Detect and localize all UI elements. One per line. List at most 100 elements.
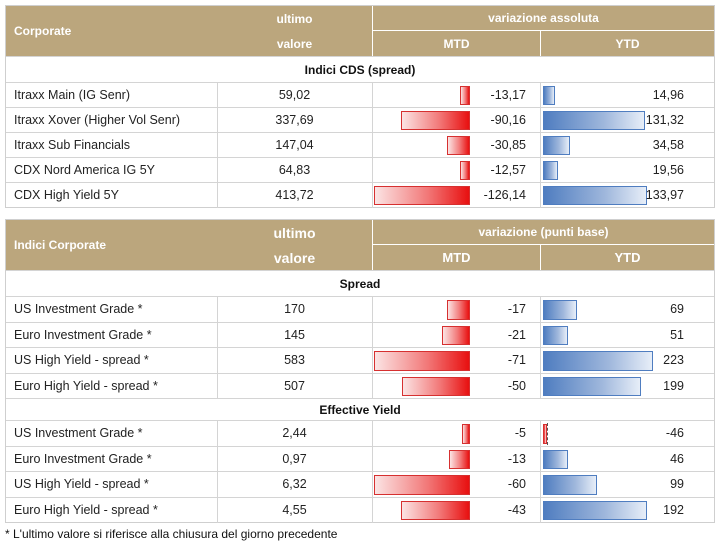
zero-axis-line [546,423,548,445]
row-value: 147,04 [275,138,314,152]
table-header: Corporate ultimo valore variazione assol… [6,6,714,56]
column-divider [540,373,541,399]
footnote: * L'ultimo valore si riferisce alla chiu… [5,527,338,541]
row-label: Euro High Yield - spread * [14,378,158,393]
column-divider [540,446,541,472]
column-divider [540,348,541,374]
section-title: Indici CDS (spread) [6,56,714,82]
column-divider [217,297,218,323]
mtd-value: -60 [507,477,526,492]
mtd-value: -126,14 [483,188,526,202]
ytd-bar [543,424,547,444]
row-label: Euro Investment Grade * [14,327,152,342]
header-value-line2: valore [276,36,313,51]
column-divider [372,183,373,208]
ytd-value: 192 [663,502,684,517]
column-divider [540,158,541,183]
ytd-value: 34,58 [652,138,684,152]
row-label: US Investment Grade * [14,302,143,317]
ytd-value: -46 [665,426,684,441]
row-label: Itraxx Sub Financials [14,138,131,152]
mtd-value: -90,16 [490,113,526,127]
ytd-value: 199 [663,378,684,393]
row-value: 145 [284,327,305,342]
column-divider [217,183,218,208]
column-divider [372,83,373,108]
ytd-bar [543,136,570,155]
row-label: US High Yield - spread * [14,353,149,368]
header-title: Corporate [14,24,72,38]
row-label: Itraxx Xover (Higher Vol Senr) [14,113,181,127]
header-mtd: MTD [372,31,540,56]
ytd-bar [543,161,559,180]
ytd-bar [543,475,597,495]
row-label: US Investment Grade * [14,426,143,441]
mtd-value: -5 [514,426,526,441]
row-value: 0,97 [282,451,307,466]
mtd-value: -21 [507,327,526,342]
row-value: 6,32 [282,477,307,492]
row-label: Itraxx Main (IG Senr) [14,88,130,102]
column-divider [372,158,373,183]
mtd-value: -30,85 [490,138,526,152]
header-title: Indici Corporate [14,238,107,252]
mtd-bar [447,300,470,320]
table-row: US Investment Grade * 2,44 -5 -46 [6,420,714,447]
table-row: Euro Investment Grade * 145 -21 51 [6,321,714,348]
row-value: 64,83 [278,163,311,177]
ytd-bar [543,500,647,520]
row-label: Euro Investment Grade * [14,451,152,466]
table-row: Euro Investment Grade * 0,97 -13 46 [6,445,714,472]
mtd-bar [374,351,470,371]
column-divider [372,108,373,133]
table-row: CDX High Yield 5Y 413,72 -126,14 133,97 [6,182,714,208]
column-divider [372,348,373,374]
header-group-label: variazione (punti base) [372,220,714,245]
mtd-bar [401,500,470,520]
column-divider [217,446,218,472]
header-ytd: YTD [540,245,714,270]
mtd-value: -13,17 [490,88,526,102]
ytd-value: 133,97 [645,188,684,202]
ytd-value: 19,56 [652,163,684,177]
column-divider [217,133,218,158]
column-divider [540,421,541,447]
column-divider [540,297,541,323]
mtd-bar [402,376,470,396]
row-value: 4,55 [282,502,307,517]
table-row: US High Yield - spread * 6,32 -60 99 [6,471,714,498]
row-label: US High Yield - spread * [14,477,149,492]
table-row: Euro High Yield - spread * 507 -50 199 [6,372,714,399]
section-yield-title: Effective Yield [6,398,714,420]
table-row: CDX Nord America IG 5Y 64,83 -12,57 19,56 [6,157,714,183]
ytd-value: 14,96 [652,88,684,102]
row-value: 413,72 [275,188,314,202]
column-divider [372,472,373,498]
mtd-value: -13 [507,451,526,466]
column-divider [217,322,218,348]
column-divider [540,133,541,158]
ytd-value: 223 [663,353,684,368]
ytd-bar [543,376,642,396]
column-divider [540,322,541,348]
row-value: 170 [284,302,305,317]
corporate-table: Indici Corporate ultimo valore variazion… [5,219,715,523]
column-divider [217,158,218,183]
row-value: 583 [284,353,305,368]
ytd-value: 131,32 [645,113,684,127]
mtd-value: -12,57 [490,163,526,177]
ytd-bar [543,351,653,371]
row-value: 337,69 [275,113,314,127]
ytd-value: 69 [670,302,684,317]
table-row: Itraxx Sub Financials 147,04 -30,85 34,58 [6,132,714,158]
column-divider [217,472,218,498]
ytd-bar [543,449,568,469]
row-value: 507 [284,378,305,393]
column-divider [540,472,541,498]
table-row: US Investment Grade * 170 -17 69 [6,296,714,323]
row-value: 59,02 [278,88,311,102]
column-divider [372,322,373,348]
column-divider [372,421,373,447]
header-value-line1: ultimo [276,11,313,26]
ytd-value: 46 [670,451,684,466]
